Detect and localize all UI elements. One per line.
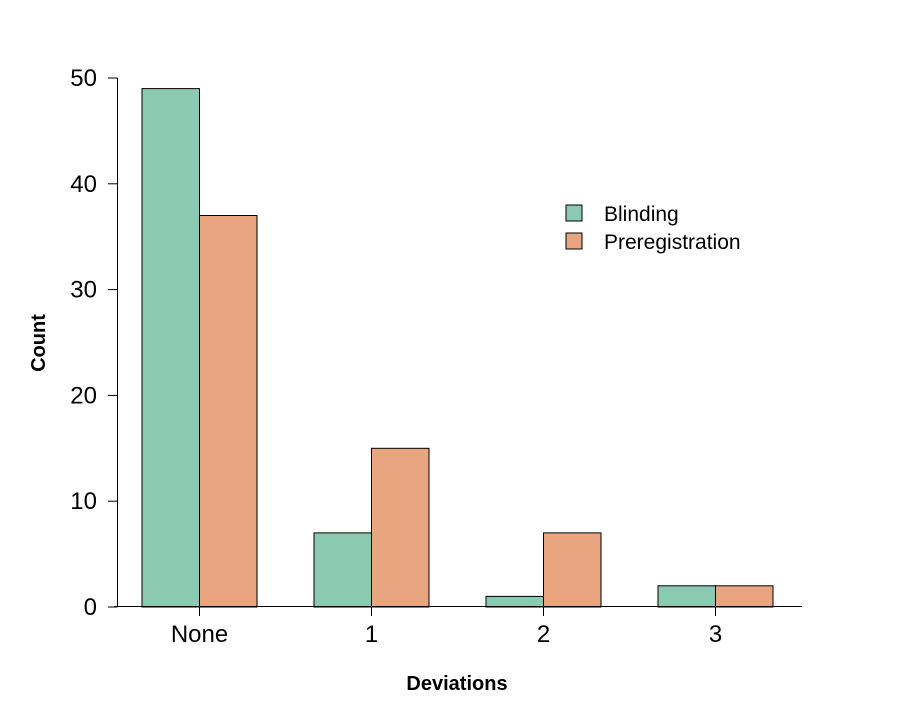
x-tick-label: 2 — [537, 621, 550, 648]
bars-layer — [141, 88, 774, 608]
bar-blinding-1 — [313, 532, 372, 608]
y-tick-label: 10 — [70, 488, 97, 515]
legend-label-preregistration: Preregistration — [604, 231, 741, 254]
y-axis-title: Count — [28, 314, 50, 372]
y-tick-label: 30 — [70, 277, 97, 304]
legend: Blinding Preregistration — [565, 203, 741, 254]
y-tick-label: 50 — [70, 65, 97, 92]
legend-swatch-blinding — [565, 204, 583, 222]
x-axis-title: Deviations — [406, 673, 507, 695]
bar-preregistration-2 — [543, 532, 602, 608]
bar-preregistration-3 — [715, 585, 774, 608]
bar-preregistration-1 — [371, 447, 430, 608]
x-axis-ticks: None 1 2 3 — [171, 607, 722, 648]
bar-blinding-3 — [657, 585, 716, 608]
bar-preregistration-none — [199, 215, 258, 608]
bar-blinding-2 — [485, 595, 544, 608]
legend-label-blinding: Blinding — [604, 203, 679, 226]
x-tick-label: 1 — [365, 621, 378, 648]
legend-swatch-preregistration — [565, 232, 583, 250]
y-tick-label: 40 — [70, 171, 97, 198]
bar-blinding-none — [141, 88, 200, 608]
y-axis-ticks: 0 10 20 30 40 50 — [70, 65, 118, 621]
y-tick-label: 20 — [70, 382, 97, 409]
y-tick-label: 0 — [84, 594, 97, 621]
x-tick-label: None — [171, 621, 228, 648]
x-tick-label: 3 — [709, 621, 722, 648]
